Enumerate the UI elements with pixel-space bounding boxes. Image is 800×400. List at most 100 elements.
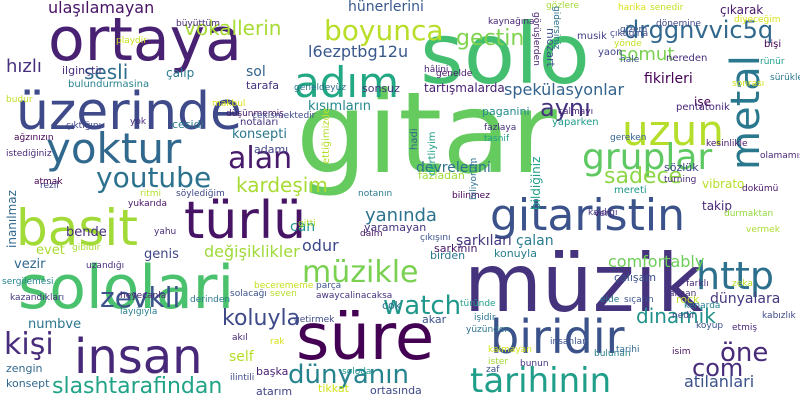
word-atmak: atmak (34, 177, 63, 187)
word-dunyanin: dünyanın (288, 360, 409, 390)
word-ritmi: ritmi (140, 189, 161, 199)
word-yuzunden: yüzünden (466, 325, 511, 335)
word-dokumu: dokümü (742, 184, 779, 194)
word-nedir: nedir (672, 311, 696, 321)
word-vibrato: vibrato (702, 177, 745, 191)
word-tartismalarda: tartışmalarda (424, 81, 505, 95)
word-surukler: sürükler (770, 73, 800, 83)
word-olamamislarin: olamamışlarin (760, 151, 800, 161)
word-gizem: gizem (620, 25, 648, 35)
word-bende: bende (66, 225, 107, 240)
word-birden: birden (430, 249, 466, 262)
word-youtube: youtube (96, 161, 212, 194)
word-cikarak: çıkarak (720, 3, 764, 17)
word-com: com (692, 354, 744, 382)
word-sol: sol (246, 64, 266, 80)
word-gozlere: gözlere (546, 1, 580, 11)
word-elde: elde (600, 295, 620, 305)
word-zaf: zaf (486, 365, 500, 375)
word-yoktur: yoktur (46, 124, 182, 173)
word-zeka: zeka (732, 279, 753, 289)
word-takip: takip (702, 199, 732, 213)
word-becerememe: becerememe (254, 281, 314, 291)
word-gitaristin: gitaristin (490, 190, 685, 241)
word-biridir: biridir (490, 310, 625, 364)
word-playdir: playdir (116, 36, 147, 46)
word-buyuttum: büyüttüm (176, 19, 220, 29)
word-konsepti: konsepti (232, 127, 287, 142)
word-muzik: müzik (464, 237, 704, 330)
word-isidir: işidir (474, 313, 496, 323)
word-isim: isim (672, 347, 691, 357)
word-basit: basit (16, 199, 138, 257)
word-awaycalinacaksa: awaycalinacaksa (316, 291, 393, 301)
word-gibidir: gibidir (72, 243, 101, 253)
word-tarihinin: tarihinin (470, 361, 612, 400)
word-koluyla: koluyla (222, 306, 301, 331)
word-sure: süre (296, 301, 435, 375)
word-kazandiklari: kazandıkları (10, 293, 65, 303)
word-hadi: hadi (409, 128, 420, 150)
word-turlu: türlü (184, 191, 307, 251)
word-solo: solo (420, 5, 590, 103)
word-akil: akıl (232, 333, 248, 343)
word-kalmayan: kalmayan (488, 345, 532, 355)
word-insan: insan (74, 329, 203, 385)
word-agzinizin: ağzınızın (14, 133, 54, 143)
word-uzerinde: üzerinde (16, 82, 243, 142)
word-dusunmemis: düşünmemiş (226, 109, 284, 119)
word-adami: adamı (254, 143, 289, 156)
word-tikkat: tikkat (318, 382, 349, 395)
word-alan: alan (228, 141, 293, 176)
word-zengin: zengin (6, 362, 43, 375)
word-odur: odur (302, 236, 339, 255)
word-harika: harika (618, 3, 646, 13)
word-sonsuz: sonsuz (362, 82, 400, 95)
word-sicarin: sıçarın (624, 295, 654, 305)
word-heyecanla: heyecanla (120, 291, 167, 301)
word-calip: çalıp (166, 66, 195, 80)
word-sarkinin: sarkinin (434, 242, 478, 255)
word-vermek: vermek (746, 225, 780, 235)
word-drggnvvic5q: drggnvvic5q (624, 16, 774, 44)
word-sozluk: sözlük (664, 161, 699, 174)
word-veri: veri (594, 209, 612, 219)
word-hizli: hızlı (6, 56, 42, 77)
word-biliyorum: biliyorum (469, 157, 479, 200)
word-gectin: gectin (456, 26, 525, 51)
word-mereti: mereti (614, 185, 647, 196)
word-gruplar: gruplar (582, 137, 713, 178)
word-atilanlari: atilanlari (684, 372, 755, 391)
word-ayni: aynı (540, 94, 591, 122)
word-hale: hale (620, 55, 640, 65)
word-ilintili: ilintili (230, 373, 255, 383)
word-boyunca: boyunca (324, 14, 444, 47)
word-dinamik: dinamik (636, 304, 716, 328)
word-fikirleri: fikirleri (644, 71, 693, 87)
word-makbul: makbul (212, 99, 246, 109)
word-ulasilamayan: ulaşılamayan (48, 0, 155, 17)
word-kenarda: kenarda (684, 301, 721, 311)
word-gereken: gereken (610, 133, 647, 143)
word-yaramayan: yaramayan (364, 221, 427, 234)
word-tarihi: tarihi (616, 345, 640, 355)
word-ortaya: ortaya (48, 5, 242, 75)
word-yonde: yönde (614, 39, 642, 49)
word-can: can (290, 219, 316, 235)
word-daim: daim (360, 229, 383, 239)
word-sesli: sesli (84, 60, 129, 84)
word-cesidi: cesidi (172, 118, 204, 131)
word-dunyalara: dünyalara (710, 291, 781, 307)
word-vezir: vezir (14, 257, 46, 272)
word-calinan: çalınan (664, 289, 697, 299)
word-sergilemesi: sergilemesi (2, 277, 54, 287)
word-zevkli: zevkli (100, 281, 181, 314)
word-spekulasyonlar: spekülasyonlar (504, 80, 625, 99)
word-yahu: yahu (154, 227, 177, 237)
word-farkli: farklı (686, 279, 709, 289)
word-bisi: bişi (764, 39, 782, 50)
word-kisi: kişi (4, 327, 54, 362)
word-kabizlik: kabızlık (762, 311, 796, 321)
word-budur: budur (6, 95, 33, 105)
word-cikisini: çıkışını (420, 233, 451, 243)
